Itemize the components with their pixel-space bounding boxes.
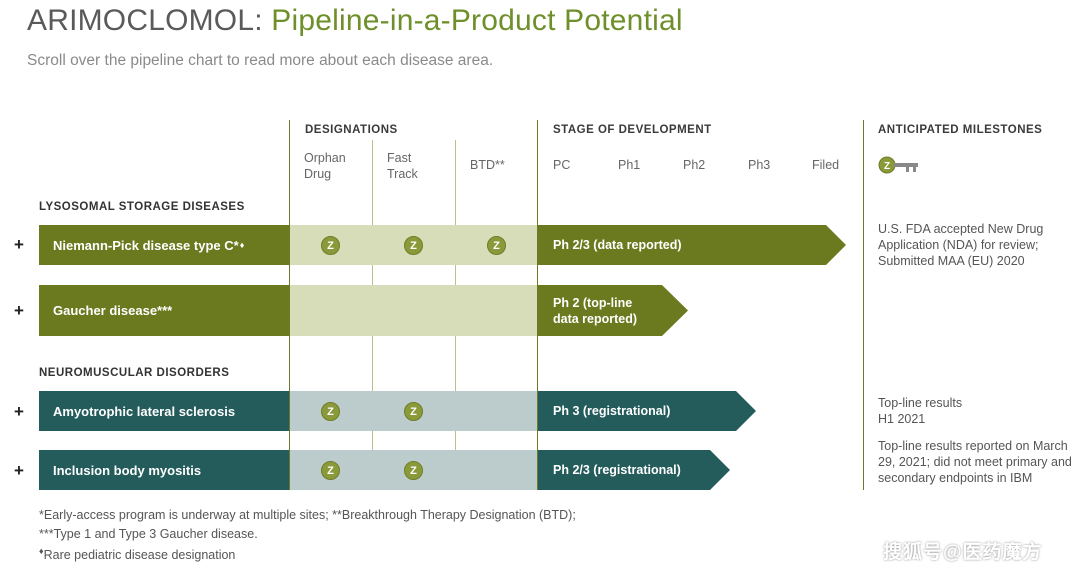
stage-ph1: Ph1 [618, 158, 641, 172]
key-icon-letter: Z [884, 161, 890, 172]
fast-track-badge-als: Z [404, 402, 423, 421]
fast-track-badge-niemann-pick: Z [404, 236, 423, 255]
orphan-drug-badge-ibm: Z [321, 461, 340, 480]
stage-text-gaucher-line1: Ph 2 (top-line [553, 296, 633, 310]
milestone-ibm: Top-line results reported on March 29, 2… [878, 439, 1072, 485]
section-lysosomal: LYSOSOMAL STORAGE DISEASES [39, 201, 245, 213]
milestone-als-line1: Top-line results [878, 396, 963, 410]
watermark: 搜狐号@医药魔方 [883, 542, 1043, 563]
footnote-2: ***Type 1 and Type 3 Gaucher disease. [39, 527, 258, 541]
milestone-als-line2: H1 2021 [878, 412, 926, 426]
fast-track-header: Fast Track [387, 150, 418, 182]
milestone-niemann-pick: U.S. FDA accepted New Drug Application (… [878, 222, 1044, 268]
footnote-3-mark: ♦ [39, 546, 44, 556]
row-gaucher-label[interactable]: Gaucher disease*** [39, 285, 289, 336]
stage-text-gaucher: Ph 2 (top-line data reported) [553, 295, 637, 327]
brand-name: ARIMOCLOMOL: [27, 4, 263, 37]
footnote-3-text: Rare pediatric disease designation [43, 548, 236, 563]
milestones-header: ANTICIPATED MILESTONES [878, 124, 1043, 136]
stage-header: STAGE OF DEVELOPMENT [553, 124, 712, 136]
key-icon: Z [878, 155, 922, 180]
title-accent: Pipeline-in-a-Product Potential [262, 4, 683, 37]
expand-row-als[interactable]: + [14, 402, 24, 421]
stage-text-gaucher-line2: data reported) [553, 312, 638, 326]
stage-ph3: Ph3 [748, 158, 771, 172]
stage-ph2: Ph2 [683, 158, 706, 172]
btd-badge-niemann-pick: Z [487, 236, 506, 255]
stage-text-als: Ph 3 (registrational) [553, 404, 671, 418]
milestone-als: Top-line results H1 2021 [878, 395, 1073, 427]
fast-line2: Track [387, 167, 418, 181]
footnote-1: *Early-access program is underway at mul… [39, 508, 576, 522]
stage-filed: Filed [812, 158, 840, 172]
stage-arrow-ibm[interactable] [538, 450, 732, 495]
expand-row-niemann-pick[interactable]: + [14, 235, 24, 254]
row-niemann-pick-label[interactable]: Niemann-Pick disease type C* ♦ [39, 225, 289, 265]
rare-pediatric-mark: ♦ [239, 240, 245, 250]
stage-arrow-niemann-pick[interactable] [538, 225, 848, 270]
btd-header: BTD** [470, 158, 505, 172]
page-subtitle: Scroll over the pipeline chart to read m… [27, 52, 494, 69]
expand-row-gaucher[interactable]: + [14, 301, 24, 320]
row-als-label[interactable]: Amyotrophic lateral sclerosis [39, 391, 289, 431]
fast-line1: Fast [387, 151, 412, 165]
stage-arrow-als[interactable] [538, 391, 758, 436]
designations-header: DESIGNATIONS [305, 124, 398, 136]
orphan-line2: Drug [304, 167, 332, 181]
orphan-line1: Orphan [304, 151, 346, 165]
row-gaucher-designations [290, 285, 537, 336]
divider-stage-left [537, 120, 538, 490]
orphan-drug-badge-niemann-pick: Z [321, 236, 340, 255]
stage-pc: PC [553, 158, 571, 172]
fast-track-badge-ibm: Z [404, 461, 423, 480]
row-niemann-pick-name: Niemann-Pick disease type C* [53, 237, 239, 253]
page-title: ARIMOCLOMOL: Pipeline-in-a-Product Poten… [27, 4, 683, 38]
footnote-3: ♦Rare pediatric disease designation [39, 546, 235, 562]
divider-designations-left [289, 120, 290, 490]
stage-text-ibm: Ph 2/3 (registrational) [553, 463, 681, 477]
orphan-drug-header: Orphan Drug [304, 150, 346, 182]
section-neuromuscular: NEUROMUSCULAR DISORDERS [39, 367, 230, 379]
stage-arrow-gaucher[interactable] [538, 285, 690, 341]
divider-milestones-left [863, 120, 864, 490]
expand-row-ibm[interactable]: + [14, 461, 24, 480]
row-ibm-label[interactable]: Inclusion body myositis [39, 450, 289, 490]
stage-text-niemann-pick: Ph 2/3 (data reported) [553, 238, 682, 252]
orphan-drug-badge-als: Z [321, 402, 340, 421]
